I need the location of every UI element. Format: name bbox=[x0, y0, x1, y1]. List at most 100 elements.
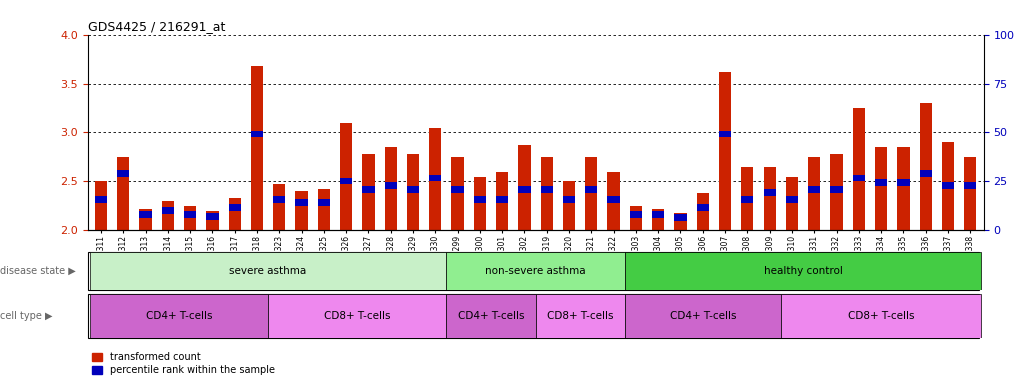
Bar bbox=[652, 209, 664, 230]
Bar bbox=[696, 204, 709, 211]
Bar bbox=[541, 186, 553, 193]
Bar bbox=[90, 294, 268, 338]
Bar bbox=[719, 131, 731, 137]
Bar bbox=[184, 211, 197, 218]
Bar bbox=[273, 196, 285, 203]
Bar bbox=[830, 154, 843, 230]
Bar bbox=[874, 147, 887, 230]
Text: healthy control: healthy control bbox=[763, 266, 843, 276]
Bar bbox=[117, 170, 130, 177]
Bar bbox=[206, 213, 218, 220]
Bar bbox=[95, 196, 107, 203]
Bar bbox=[518, 145, 530, 230]
Text: CD4+ T-cells: CD4+ T-cells bbox=[457, 311, 524, 321]
Bar bbox=[139, 211, 151, 218]
Bar bbox=[162, 201, 174, 230]
Bar bbox=[407, 154, 419, 230]
Bar bbox=[964, 182, 976, 189]
Bar bbox=[585, 186, 597, 193]
Bar bbox=[964, 157, 976, 230]
Bar bbox=[268, 294, 446, 338]
Bar bbox=[363, 154, 375, 230]
Text: cell type ▶: cell type ▶ bbox=[0, 311, 53, 321]
Bar bbox=[340, 177, 352, 184]
Bar bbox=[941, 182, 954, 189]
Bar bbox=[407, 186, 419, 193]
Bar bbox=[296, 191, 308, 230]
Bar bbox=[536, 294, 625, 338]
Bar bbox=[296, 199, 308, 206]
Bar bbox=[317, 189, 330, 230]
Bar bbox=[563, 182, 575, 230]
Text: non-severe asthma: non-severe asthma bbox=[485, 266, 586, 276]
Bar bbox=[474, 177, 486, 230]
Bar bbox=[384, 182, 397, 189]
Bar bbox=[446, 294, 536, 338]
Bar bbox=[496, 196, 508, 203]
Text: CD8+ T-cells: CD8+ T-cells bbox=[324, 311, 390, 321]
Bar bbox=[541, 157, 553, 230]
Bar bbox=[608, 172, 620, 230]
Text: CD8+ T-cells: CD8+ T-cells bbox=[848, 311, 915, 321]
Bar bbox=[652, 211, 664, 218]
Bar bbox=[162, 207, 174, 214]
Bar bbox=[786, 196, 798, 203]
Bar bbox=[117, 157, 130, 230]
Bar bbox=[853, 175, 865, 182]
Bar bbox=[719, 72, 731, 230]
Bar bbox=[920, 103, 932, 230]
Bar bbox=[675, 214, 687, 220]
Bar bbox=[446, 252, 625, 290]
Bar bbox=[229, 204, 241, 211]
Bar bbox=[763, 189, 776, 196]
Bar bbox=[384, 147, 397, 230]
Bar bbox=[874, 179, 887, 186]
Bar bbox=[830, 186, 843, 193]
Bar bbox=[139, 209, 151, 230]
Bar bbox=[608, 196, 620, 203]
Text: severe asthma: severe asthma bbox=[230, 266, 307, 276]
Bar bbox=[340, 123, 352, 230]
Bar bbox=[763, 167, 776, 230]
Bar bbox=[809, 186, 820, 193]
Bar bbox=[474, 196, 486, 203]
Bar bbox=[897, 147, 909, 230]
Bar bbox=[496, 172, 508, 230]
Text: CD4+ T-cells: CD4+ T-cells bbox=[145, 311, 212, 321]
Bar bbox=[809, 157, 820, 230]
Text: CD4+ T-cells: CD4+ T-cells bbox=[670, 311, 736, 321]
Bar bbox=[451, 186, 464, 193]
Bar bbox=[625, 252, 982, 290]
Bar bbox=[853, 108, 865, 230]
Text: GDS4425 / 216291_at: GDS4425 / 216291_at bbox=[88, 20, 225, 33]
Bar bbox=[781, 294, 982, 338]
Bar bbox=[742, 196, 754, 203]
Text: disease state ▶: disease state ▶ bbox=[0, 266, 76, 276]
Bar bbox=[229, 198, 241, 230]
Bar bbox=[184, 206, 197, 230]
Bar bbox=[629, 206, 642, 230]
Bar bbox=[675, 213, 687, 230]
Bar bbox=[430, 127, 442, 230]
Bar bbox=[317, 199, 330, 206]
Bar bbox=[95, 182, 107, 230]
Bar bbox=[920, 170, 932, 177]
Legend: transformed count, percentile rank within the sample: transformed count, percentile rank withi… bbox=[93, 353, 275, 375]
Bar bbox=[430, 175, 442, 182]
Bar bbox=[897, 179, 909, 186]
Bar bbox=[629, 211, 642, 218]
Bar bbox=[206, 211, 218, 230]
Bar bbox=[625, 294, 781, 338]
Bar bbox=[742, 167, 754, 230]
Bar bbox=[941, 142, 954, 230]
Bar bbox=[251, 66, 263, 230]
Bar bbox=[451, 157, 464, 230]
Bar bbox=[563, 196, 575, 203]
Bar bbox=[273, 184, 285, 230]
Bar bbox=[786, 177, 798, 230]
Bar bbox=[696, 193, 709, 230]
Bar bbox=[518, 186, 530, 193]
Bar bbox=[585, 157, 597, 230]
Bar bbox=[251, 131, 263, 137]
Bar bbox=[363, 186, 375, 193]
